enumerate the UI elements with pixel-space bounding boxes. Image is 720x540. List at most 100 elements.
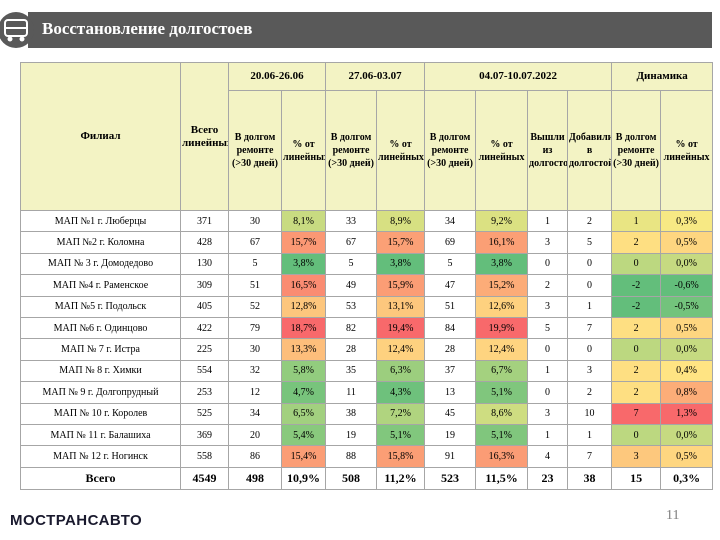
cell: 7 (567, 316, 613, 340)
cell: 3 (527, 295, 569, 318)
cell: 2 (611, 316, 662, 340)
cell: 19 (424, 423, 477, 447)
cell: 0 (567, 252, 613, 276)
cell: 0 (567, 338, 613, 361)
branch-name: МАП №5 г. Подольск (20, 295, 181, 318)
cell: 7 (611, 402, 662, 425)
cell: 558 (180, 445, 229, 468)
cell: 5 (527, 316, 569, 340)
cell: 6,3% (376, 359, 426, 383)
cell: 16,5% (280, 274, 327, 297)
total-cell: 11,2% (376, 466, 426, 490)
cell: 7,2% (376, 402, 426, 425)
cell: 52 (228, 295, 282, 318)
cell: 1 (567, 423, 613, 447)
cell: 1 (527, 209, 569, 233)
cell: 5 (567, 231, 613, 254)
cell: 34 (424, 209, 477, 233)
column-header: Вышли из долгостоя (527, 90, 569, 211)
data-row: МАП №5 г. Подольск 405 52 12,8% 53 13,1% 51 12,… (20, 295, 714, 318)
branch-name: МАП № 8 г. Химки (20, 359, 181, 383)
cell: 8,9% (376, 209, 426, 233)
cell: 3 (567, 359, 613, 383)
cell: 0,3% (660, 209, 714, 233)
cell: 18,7% (280, 316, 327, 340)
cell: 3,8% (475, 252, 529, 276)
branch-name: МАП №1 г. Люберцы (20, 209, 181, 233)
cell: 0,5% (660, 231, 714, 254)
column-header: % от линейных (660, 90, 714, 211)
cell: 19,4% (376, 316, 426, 340)
cell: 2 (567, 381, 613, 404)
cell: 11 (325, 381, 378, 404)
cell: 20 (228, 423, 282, 447)
cell: 0 (567, 274, 613, 297)
cell: 0 (527, 252, 569, 276)
total-cell: 0,3% (660, 466, 714, 490)
cell: 15,2% (475, 274, 529, 297)
cell: 525 (180, 402, 229, 425)
total-cell: 23 (527, 466, 569, 490)
cell: 88 (325, 445, 378, 468)
cell: 1 (567, 295, 613, 318)
cell: 369 (180, 423, 229, 447)
cell: 67 (228, 231, 282, 254)
cell: 12 (228, 381, 282, 404)
cell: 45 (424, 402, 477, 425)
total-cell: 15 (611, 466, 662, 490)
cell: 53 (325, 295, 378, 318)
cell: 51 (228, 274, 282, 297)
cell: 15,9% (376, 274, 426, 297)
total-cell: 11,5% (475, 466, 529, 490)
data-row: МАП № 8 г. Химки 554 32 5,8% 35 6,3% 37 6,7% 1 3 2… (20, 359, 714, 383)
cell: 3 (611, 445, 662, 468)
branch-name: МАП № 3 г. Домодедово (20, 252, 181, 276)
cell: 15,7% (376, 231, 426, 254)
cell: 422 (180, 316, 229, 340)
data-row: МАП №4 г. Раменское 309 51 16,5% 49 15,9% 47 15… (20, 274, 714, 297)
cell: 5 (228, 252, 282, 276)
data-row: МАП № 3 г. Домодедово 130 5 3,8% 5 3,8% 5 3,8% 0… (20, 252, 714, 276)
cell: 130 (180, 252, 229, 276)
branch-name: МАП № 11 г. Балашиха (20, 423, 181, 447)
cell: 67 (325, 231, 378, 254)
total-cell: 508 (325, 466, 378, 490)
cell: -2 (611, 274, 662, 297)
cell: 405 (180, 295, 229, 318)
branch-name: МАП № 7 г. Истра (20, 338, 181, 361)
cell: 5 (424, 252, 477, 276)
cell: 16,3% (475, 445, 529, 468)
cell: 8,6% (475, 402, 529, 425)
cell: 7 (567, 445, 613, 468)
cell: 2 (527, 274, 569, 297)
branch-name: МАП №2 г. Коломна (20, 231, 181, 254)
cell: 37 (424, 359, 477, 383)
cell: 3,8% (376, 252, 426, 276)
cell: 0,4% (660, 359, 714, 383)
branch-name: МАП №6 г. Одинцово (20, 316, 181, 340)
title: Восстановление долгостоев (42, 19, 253, 38)
header-row: В долгом ремонте (>30 дней)% от линейных… (21, 90, 714, 211)
cell: 10 (567, 402, 613, 425)
cell: 32 (228, 359, 282, 383)
cell: 28 (325, 338, 378, 361)
cell: 19,9% (475, 316, 529, 340)
column-header: Всего линейных (180, 62, 229, 211)
cell: 2 (611, 231, 662, 254)
cell: 6,5% (280, 402, 327, 425)
column-header: Филиал (20, 62, 181, 211)
cell: 86 (228, 445, 282, 468)
data-row: МАП № 12 г. Ногинск 558 86 15,4% 88 15,8% 91 16… (20, 445, 714, 468)
cell: 3 (527, 231, 569, 254)
cell: 12,6% (475, 295, 529, 318)
cell: 84 (424, 316, 477, 340)
page-number: 11 (666, 508, 680, 523)
column-header: В долгом ремонте (>30 дней) (611, 90, 662, 211)
cell: -0,5% (660, 295, 714, 318)
data-row: МАП №1 г. Люберцы 371 30 8,1% 33 8,9% 34 9,2% 1 2… (20, 209, 714, 233)
total-cell: 498 (228, 466, 282, 490)
cell: 16,1% (475, 231, 529, 254)
data-row: МАП № 10 г. Королев 525 34 6,5% 38 7,2% 45 8,6%… (20, 402, 714, 425)
cell: 6,7% (475, 359, 529, 383)
logo: МОСТРАНСАВТО (10, 512, 143, 529)
